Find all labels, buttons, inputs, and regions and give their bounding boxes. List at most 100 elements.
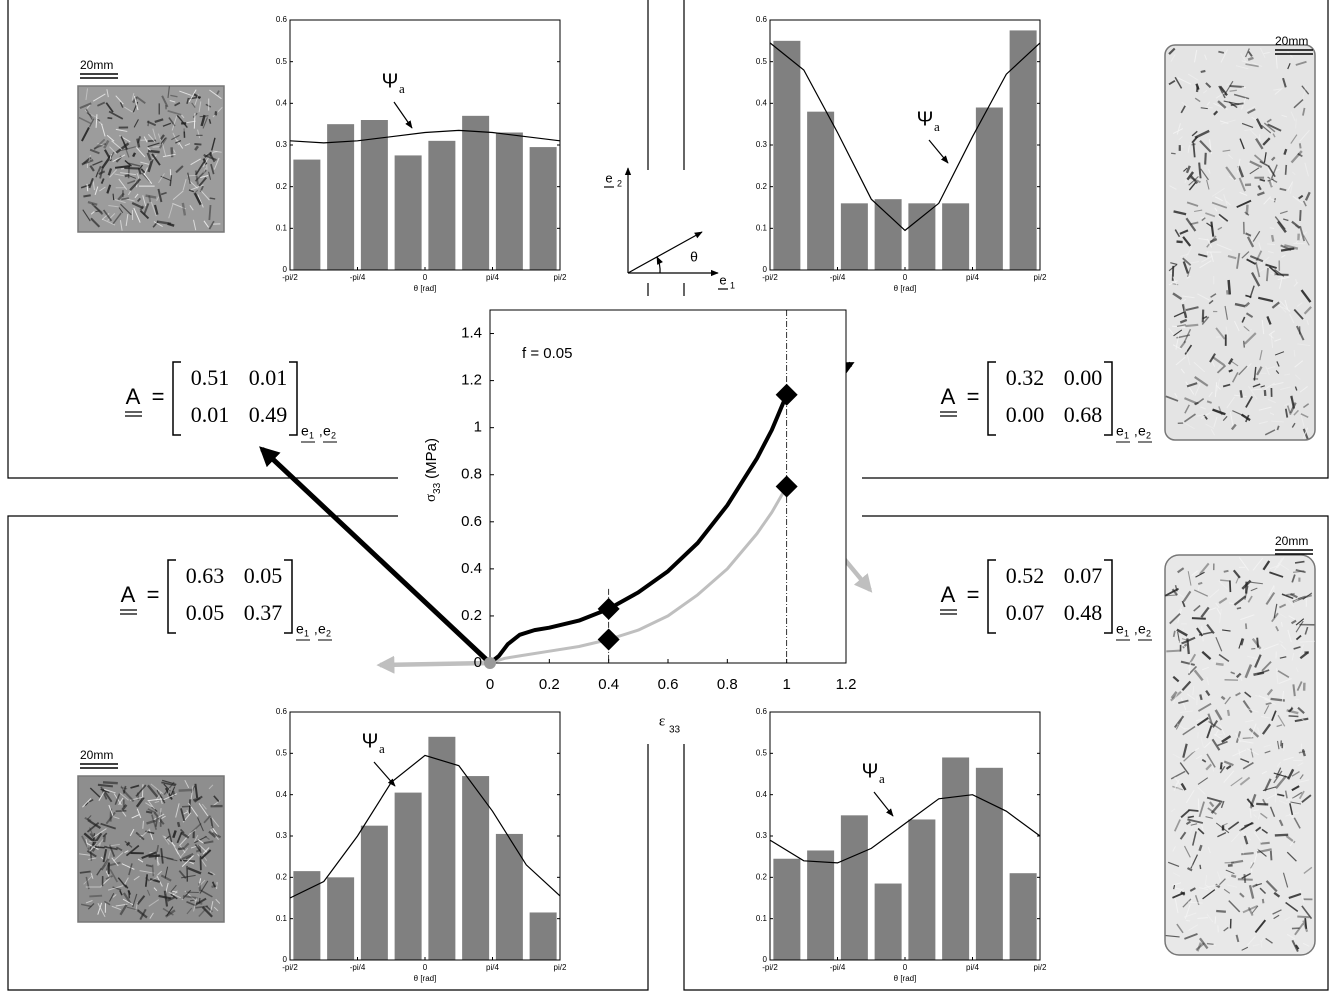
fibre — [198, 908, 207, 917]
fibre — [1254, 919, 1267, 934]
fibre — [1188, 662, 1191, 674]
fibre — [1219, 724, 1226, 736]
fibre — [172, 190, 184, 201]
fibre — [112, 886, 122, 891]
frame-line — [7, 515, 649, 991]
y-tick-label: 0.1 — [276, 223, 288, 232]
fibre — [90, 114, 103, 126]
fibre — [133, 875, 140, 881]
y-tick-label: 0.6 — [756, 15, 768, 24]
fibre — [1283, 595, 1295, 607]
fibre — [1213, 416, 1218, 428]
fibre — [194, 169, 207, 182]
fibre — [1293, 817, 1301, 829]
fibre — [202, 847, 210, 855]
fibre — [168, 117, 176, 127]
fibre — [182, 178, 187, 191]
fibre — [1269, 806, 1276, 817]
fibre — [197, 853, 207, 867]
fibre — [1217, 740, 1228, 747]
fibre — [1233, 595, 1247, 606]
fibre — [1297, 762, 1304, 767]
fibre — [1199, 694, 1203, 701]
fibre — [105, 102, 114, 113]
fibre — [155, 817, 159, 827]
fibre — [1261, 320, 1265, 335]
fibre — [87, 903, 95, 910]
fibre — [1185, 217, 1197, 232]
fibre — [110, 815, 120, 820]
bar — [942, 203, 970, 270]
fibre — [1274, 87, 1283, 95]
fibre — [135, 831, 145, 841]
x-tick-label: pi/4 — [486, 273, 499, 282]
fibre — [1258, 420, 1268, 425]
fibre — [197, 817, 204, 832]
fibre — [1267, 250, 1274, 254]
fibre — [1200, 406, 1206, 410]
y-tick-label: 1 — [474, 419, 482, 436]
fibre — [80, 903, 92, 908]
fibre — [1280, 386, 1291, 390]
fibre — [173, 149, 176, 154]
y-tick-label: 0.4 — [276, 790, 288, 799]
fibre — [1243, 707, 1259, 713]
fibre — [1210, 252, 1214, 262]
y-tick-label: 0 — [474, 654, 482, 671]
fibre — [78, 116, 92, 125]
fibre — [1196, 413, 1208, 417]
fibre — [1266, 688, 1274, 696]
fibre — [1172, 344, 1183, 350]
matrix-entry: 0.32 — [1006, 365, 1045, 390]
fibre — [1276, 302, 1287, 313]
y-tick-label: 0.5 — [756, 748, 768, 757]
fibre — [1302, 234, 1310, 246]
fibre — [194, 161, 205, 176]
fibre — [198, 844, 202, 851]
fibre — [1179, 318, 1188, 324]
fibre — [152, 813, 165, 821]
fibre — [121, 197, 130, 201]
fibre — [149, 878, 161, 883]
fibre — [1295, 231, 1308, 244]
bar — [840, 815, 868, 960]
fibre — [1256, 366, 1263, 376]
frame-line — [683, 515, 1329, 991]
fibre — [1250, 861, 1253, 872]
fibre — [1282, 872, 1289, 888]
fibre — [1241, 60, 1251, 64]
fibre — [1267, 123, 1282, 132]
fibre — [130, 784, 140, 789]
fibre — [1256, 802, 1269, 806]
fibre — [1243, 874, 1247, 884]
fibre — [1240, 758, 1250, 763]
bar — [874, 199, 902, 270]
fibre — [1210, 429, 1216, 436]
response-curve — [489, 485, 789, 665]
x-tick-label: pi/4 — [966, 963, 979, 972]
fibre — [1182, 590, 1192, 602]
fibre — [89, 787, 101, 798]
annotation-arrow — [373, 761, 396, 787]
fibre — [1199, 864, 1202, 870]
fibre — [1182, 898, 1192, 908]
fibre — [1249, 255, 1264, 263]
fibre — [144, 874, 148, 887]
fibre — [1200, 411, 1211, 420]
fibre — [180, 808, 186, 822]
fibre — [1299, 225, 1306, 242]
fibre — [1284, 299, 1289, 310]
fibre — [1261, 661, 1272, 672]
vector-arrow — [627, 231, 703, 274]
bar — [327, 877, 355, 960]
fibre — [1230, 423, 1237, 431]
fibre — [208, 204, 212, 221]
fibre — [194, 783, 199, 799]
fibre — [1218, 580, 1229, 590]
plot-annotation: f = 0.05 — [522, 345, 572, 362]
fibre — [211, 831, 222, 839]
fibre — [170, 147, 174, 158]
fibre — [1214, 709, 1223, 721]
fibre — [1166, 594, 1178, 597]
basis-separator: , — [1134, 621, 1138, 636]
